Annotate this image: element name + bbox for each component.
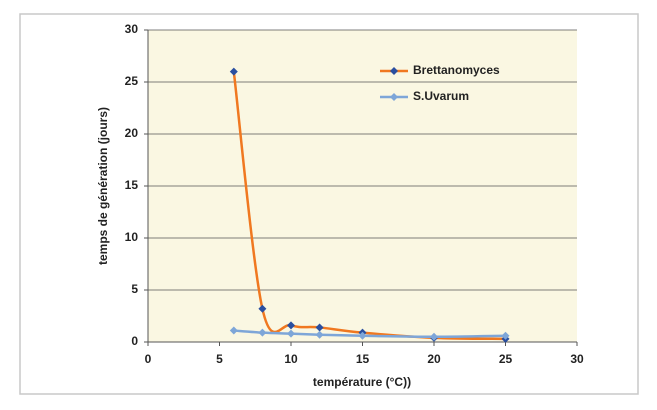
data-point [258, 328, 267, 337]
data-point [501, 331, 510, 340]
data-point [287, 329, 295, 338]
data-point [287, 321, 295, 330]
y-tick-label: 20 [125, 126, 139, 140]
data-point [315, 323, 324, 332]
y-tick-label: 25 [125, 74, 139, 88]
x-tick-label: 0 [145, 352, 152, 366]
legend-label: S.Uvarum [413, 89, 469, 103]
data-point [315, 330, 324, 339]
y-tick-label: 15 [125, 178, 139, 192]
data-point [258, 304, 267, 313]
y-tick-label: 10 [125, 230, 139, 244]
x-tick-label: 15 [356, 352, 370, 366]
x-axis-label: température (°C)) [313, 375, 411, 389]
x-tick-label: 20 [427, 352, 441, 366]
data-point [229, 67, 238, 76]
data-point [430, 332, 438, 341]
legend-label: Brettanomyces [413, 63, 500, 77]
y-tick-label: 0 [131, 334, 138, 348]
legend-marker [390, 93, 398, 101]
x-tick-label: 30 [570, 352, 584, 366]
x-tick-label: 25 [499, 352, 513, 366]
x-tick-label: 10 [284, 352, 298, 366]
data-point [358, 331, 367, 340]
x-tick-label: 5 [216, 352, 223, 366]
y-tick-label: 5 [131, 282, 138, 296]
data-point [229, 326, 238, 335]
y-tick-label: 30 [125, 22, 139, 36]
y-axis-label: temps de génération (jours) [96, 107, 110, 265]
legend-marker [390, 67, 398, 75]
